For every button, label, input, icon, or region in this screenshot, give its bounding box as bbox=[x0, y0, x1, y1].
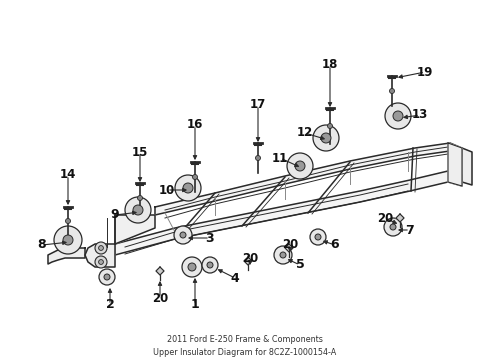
Circle shape bbox=[312, 125, 338, 151]
Text: 2011 Ford E-250 Frame & Components
Upper Insulator Diagram for 8C2Z-1000154-A: 2011 Ford E-250 Frame & Components Upper… bbox=[153, 335, 335, 357]
Text: 20: 20 bbox=[152, 292, 168, 305]
Circle shape bbox=[314, 234, 320, 240]
Text: 20: 20 bbox=[281, 238, 298, 252]
Text: 5: 5 bbox=[295, 258, 304, 271]
Polygon shape bbox=[155, 143, 461, 215]
Circle shape bbox=[286, 153, 312, 179]
Polygon shape bbox=[447, 143, 461, 186]
Circle shape bbox=[255, 156, 260, 161]
Circle shape bbox=[104, 274, 110, 280]
Text: 6: 6 bbox=[330, 238, 339, 252]
Text: 20: 20 bbox=[376, 211, 392, 225]
Circle shape bbox=[309, 229, 325, 245]
Circle shape bbox=[95, 256, 107, 268]
Circle shape bbox=[327, 123, 332, 129]
Circle shape bbox=[175, 175, 201, 201]
Polygon shape bbox=[395, 214, 403, 222]
Circle shape bbox=[192, 175, 197, 180]
Circle shape bbox=[65, 219, 70, 224]
Circle shape bbox=[273, 246, 291, 264]
Text: 3: 3 bbox=[205, 231, 214, 244]
Text: 7: 7 bbox=[405, 224, 413, 237]
Text: 20: 20 bbox=[242, 252, 258, 265]
Circle shape bbox=[99, 246, 103, 251]
Text: 16: 16 bbox=[186, 118, 203, 131]
Circle shape bbox=[63, 235, 73, 245]
Text: 15: 15 bbox=[132, 145, 148, 158]
Polygon shape bbox=[48, 248, 85, 264]
Polygon shape bbox=[115, 171, 461, 255]
Circle shape bbox=[206, 262, 213, 268]
Text: 8: 8 bbox=[38, 238, 46, 252]
Circle shape bbox=[99, 260, 103, 264]
Circle shape bbox=[125, 197, 151, 223]
Text: 12: 12 bbox=[296, 126, 312, 139]
Text: 11: 11 bbox=[271, 152, 287, 165]
Text: 19: 19 bbox=[416, 66, 432, 78]
Circle shape bbox=[389, 89, 394, 94]
Text: 4: 4 bbox=[230, 271, 239, 284]
Polygon shape bbox=[244, 257, 251, 265]
Polygon shape bbox=[285, 244, 292, 252]
Circle shape bbox=[95, 242, 107, 254]
Polygon shape bbox=[461, 148, 471, 185]
Polygon shape bbox=[85, 244, 115, 267]
Circle shape bbox=[183, 183, 193, 193]
Circle shape bbox=[182, 257, 202, 277]
Text: 17: 17 bbox=[249, 99, 265, 112]
Circle shape bbox=[320, 133, 330, 143]
Circle shape bbox=[180, 232, 185, 238]
Text: 18: 18 bbox=[321, 58, 338, 72]
Circle shape bbox=[389, 224, 395, 230]
Text: 2: 2 bbox=[105, 298, 114, 311]
Circle shape bbox=[280, 252, 285, 258]
Text: 10: 10 bbox=[159, 184, 175, 197]
Text: 13: 13 bbox=[411, 108, 427, 122]
Polygon shape bbox=[156, 267, 163, 275]
Circle shape bbox=[137, 195, 142, 201]
Circle shape bbox=[133, 205, 142, 215]
Polygon shape bbox=[115, 215, 155, 244]
Text: 14: 14 bbox=[60, 168, 76, 181]
Circle shape bbox=[383, 218, 401, 236]
Circle shape bbox=[392, 111, 402, 121]
Circle shape bbox=[187, 263, 196, 271]
Circle shape bbox=[294, 161, 305, 171]
Text: 9: 9 bbox=[110, 208, 119, 221]
Circle shape bbox=[54, 226, 82, 254]
Text: 1: 1 bbox=[190, 298, 199, 311]
Circle shape bbox=[202, 257, 218, 273]
Circle shape bbox=[384, 103, 410, 129]
Circle shape bbox=[174, 226, 192, 244]
Circle shape bbox=[99, 269, 115, 285]
